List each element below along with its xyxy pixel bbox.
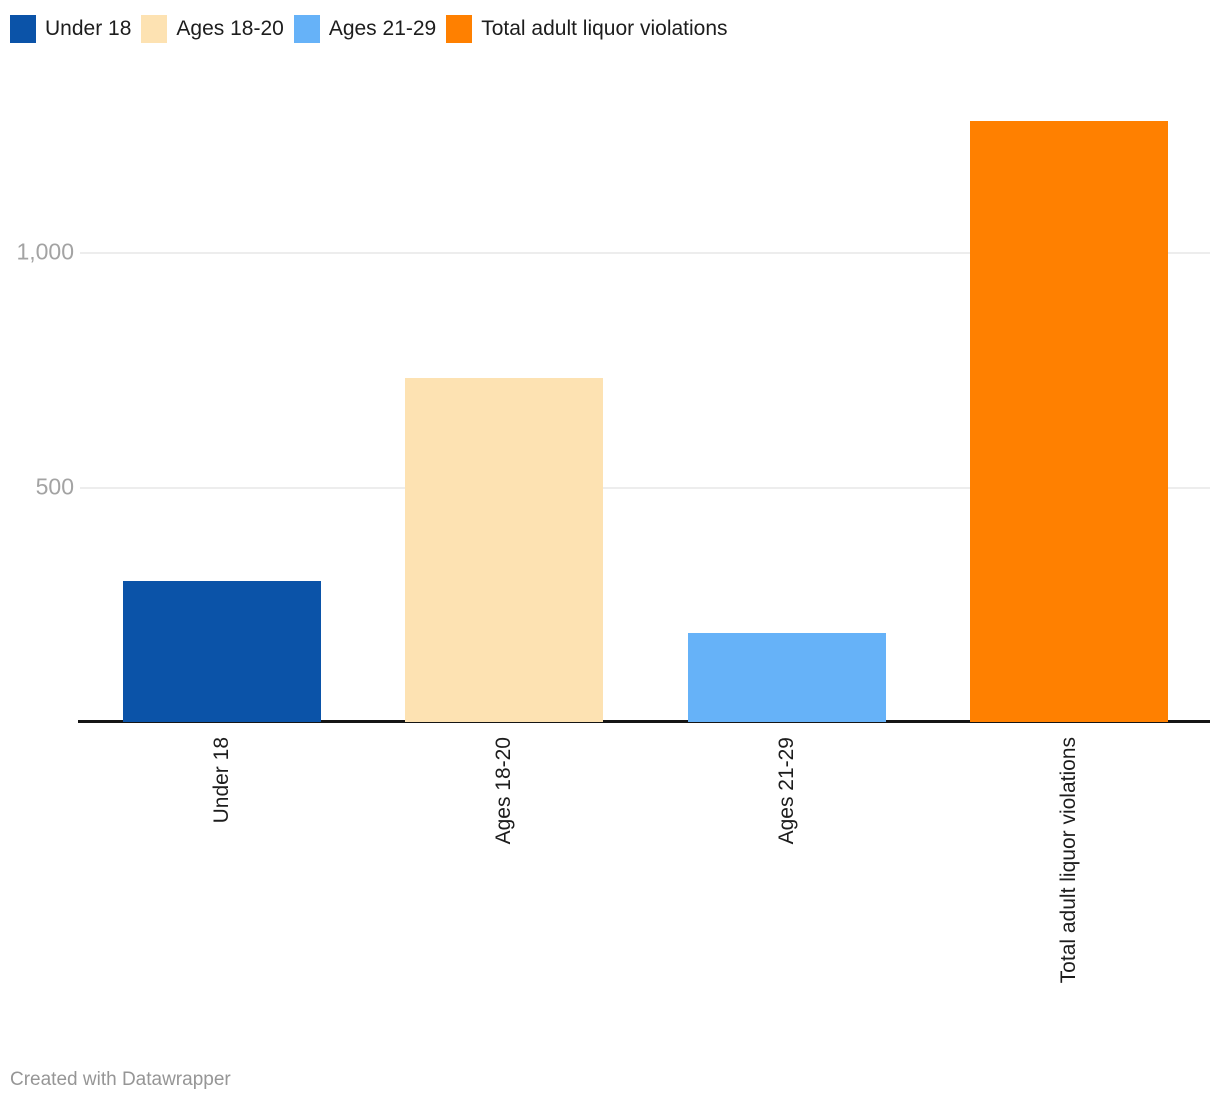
- legend-label: Total adult liquor violations: [481, 17, 728, 40]
- legend-item: Ages 18-20: [141, 15, 284, 43]
- y-tick-label: 1,000: [16, 238, 74, 265]
- x-axis-label: Ages 21-29: [775, 737, 799, 845]
- legend-item: Total adult liquor violations: [446, 15, 728, 43]
- x-axis-label: Under 18: [210, 737, 234, 824]
- x-label-slot: Total adult liquor violations: [970, 737, 1168, 983]
- bar-ages-21-29[interactable]: [688, 632, 886, 722]
- legend-swatch: [293, 15, 320, 43]
- legend-label: Ages 18-20: [176, 17, 284, 40]
- x-axis-label: Total adult liquor violations: [1057, 737, 1081, 984]
- x-label-slot: Under 18: [123, 737, 321, 823]
- chart-legend: Under 18 Ages 18-20 Ages 21-29 Total adult …: [10, 15, 728, 43]
- x-axis-line: [78, 720, 1210, 723]
- bar-ages-18-20[interactable]: [405, 377, 603, 722]
- attribution-link[interactable]: Created with Datawrapper: [10, 1069, 231, 1090]
- legend-swatch: [10, 15, 36, 43]
- x-label-slot: Ages 18-20: [405, 737, 603, 844]
- gridline: [80, 252, 1210, 255]
- bar-total-adult-liquor-violations[interactable]: [970, 121, 1168, 722]
- gridline: [80, 486, 1210, 489]
- legend-label: Under 18: [45, 17, 132, 40]
- legend-swatch: [141, 15, 168, 43]
- x-label-slot: Ages 21-29: [688, 737, 886, 844]
- y-tick-label: 500: [35, 473, 74, 500]
- x-axis-label: Ages 18-20: [492, 737, 516, 845]
- legend-label: Ages 21-29: [328, 17, 437, 40]
- legend-item: Ages 21-29: [293, 15, 437, 43]
- legend-item: Under 18: [10, 15, 131, 43]
- legend-swatch: [446, 15, 473, 43]
- bar-under-18[interactable]: [123, 581, 321, 722]
